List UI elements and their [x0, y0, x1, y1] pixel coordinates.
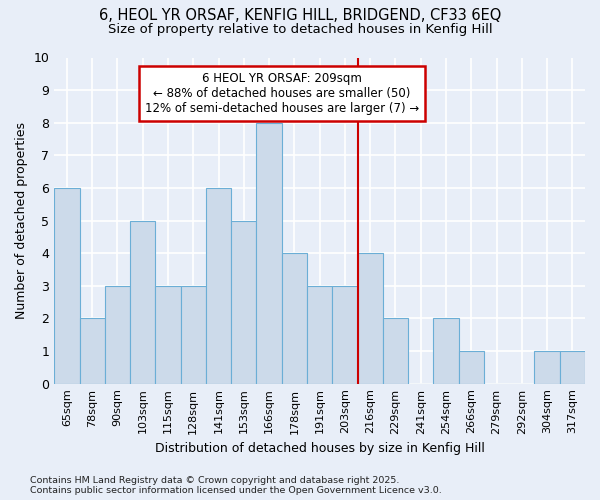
Bar	[105, 286, 130, 384]
Bar	[383, 318, 408, 384]
Bar	[560, 351, 585, 384]
Bar	[458, 351, 484, 384]
Text: Size of property relative to detached houses in Kenfig Hill: Size of property relative to detached ho…	[107, 22, 493, 36]
Bar	[80, 318, 105, 384]
Bar	[256, 122, 282, 384]
Bar	[54, 188, 80, 384]
Y-axis label: Number of detached properties: Number of detached properties	[15, 122, 28, 319]
Bar	[206, 188, 231, 384]
Text: Contains HM Land Registry data © Crown copyright and database right 2025.
Contai: Contains HM Land Registry data © Crown c…	[30, 476, 442, 495]
X-axis label: Distribution of detached houses by size in Kenfig Hill: Distribution of detached houses by size …	[155, 442, 485, 455]
Bar	[535, 351, 560, 384]
Text: 6, HEOL YR ORSAF, KENFIG HILL, BRIDGEND, CF33 6EQ: 6, HEOL YR ORSAF, KENFIG HILL, BRIDGEND,…	[99, 8, 501, 22]
Text: 6 HEOL YR ORSAF: 209sqm
← 88% of detached houses are smaller (50)
12% of semi-de: 6 HEOL YR ORSAF: 209sqm ← 88% of detache…	[145, 72, 419, 115]
Bar	[307, 286, 332, 384]
Bar	[358, 253, 383, 384]
Bar	[130, 220, 155, 384]
Bar	[282, 253, 307, 384]
Bar	[231, 220, 256, 384]
Bar	[181, 286, 206, 384]
Bar	[155, 286, 181, 384]
Bar	[332, 286, 358, 384]
Bar	[433, 318, 458, 384]
